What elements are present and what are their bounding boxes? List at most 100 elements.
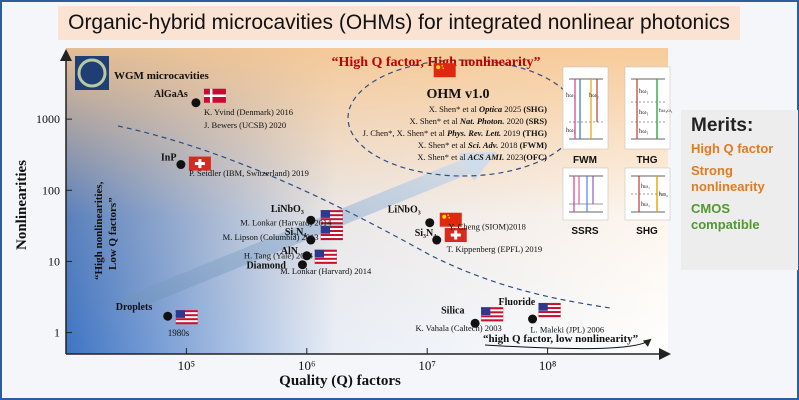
data-point-marker	[528, 314, 538, 324]
data-point: Si₃N₄	[285, 225, 343, 245]
data-point-marker	[176, 160, 186, 170]
dashed-boundary	[117, 125, 611, 309]
y-tick-label: 10	[48, 254, 60, 268]
thg-label: THG	[636, 155, 657, 166]
data-point: AlGaAs	[154, 88, 226, 108]
data-point-label: Si₃N₄	[415, 228, 437, 239]
x-ticks: 10⁵ 10⁶ 10⁷ 10⁸	[178, 348, 557, 373]
ohm-reference: X. Shen* et al Optica 2025 (SHG)	[429, 104, 547, 114]
data-point-label: AlGaAs	[154, 89, 188, 100]
x-tick-label: 10⁶	[298, 358, 316, 373]
wgm-label: WGM microcavities	[114, 70, 210, 82]
reference-annotation: T. Kippenberg (EPFL) 2019	[447, 244, 543, 254]
flag-ch-icon	[444, 228, 467, 243]
data-point: LiNbO₃	[388, 205, 462, 228]
reference-annotation: M. Lonkar (Harvard) 2014	[280, 266, 372, 276]
data-point: Si₃N₄	[415, 228, 467, 245]
banner-text: “High Q factor, High nonlinearity”	[331, 55, 540, 70]
reference-annotation: L. Maleki (JPL) 2006	[530, 325, 604, 335]
left-note-2: Low Q factors”	[107, 197, 119, 270]
data-point-marker	[432, 235, 442, 245]
bottom-note: “high Q factor, low nonlinearity”	[483, 333, 638, 345]
data-point-label: Droplets	[116, 302, 153, 313]
flag-us-icon	[538, 302, 561, 318]
annotations: K. Yvind (Denmark) 2016 J. Bewers (UCSB) …	[189, 107, 604, 335]
fwm-level-2: ħω₂	[589, 92, 599, 99]
shg-level-2: ħω₁	[641, 202, 650, 208]
data-point-label: Si₃N₄	[285, 227, 307, 238]
x-tick-label: 10⁵	[178, 358, 196, 373]
data-point-label: AlN	[281, 246, 299, 257]
fwm-level-3: ħω₁	[566, 127, 576, 134]
flag-us-icon	[320, 210, 343, 225]
data-point: AlN	[281, 246, 337, 264]
ohm-reference-list: X. Shen* et al Optica 2025 (SHG) X. Shen*…	[363, 104, 547, 162]
reference-annotation: K. Yvind (Denmark) 2016	[204, 107, 293, 117]
x-tick-label: 10⁷	[418, 358, 436, 373]
merits-heading: Merits:	[691, 115, 754, 136]
data-point-label: LiNbO₃	[271, 204, 304, 215]
data-points: Droplets 1980s AlGaAs InP LiNbO₃ Si₃N₄ AlN Diam…	[116, 63, 561, 338]
data-point-marker	[302, 251, 312, 261]
flag-us-icon	[320, 225, 343, 241]
ohm-label: OHM v1.0	[427, 87, 490, 102]
data-point-marker	[306, 235, 316, 245]
data-point: LiNbO₃	[271, 204, 343, 225]
bottom-note-arrow	[484, 338, 652, 350]
reference-annotation: M. Lonkar (Harvard) 2014	[240, 217, 332, 227]
reference-annotation: J. Bewers (UCSB) 2020	[204, 120, 286, 130]
thg-level-3: ħω₁	[639, 128, 649, 135]
shg-level-1: ħω₁	[641, 184, 650, 190]
flag-dk-icon	[203, 88, 226, 103]
data-point-marker	[425, 218, 435, 228]
reference-annotation: H. Tang (Yale) 2014	[244, 250, 314, 260]
shg-label: SHG	[636, 226, 658, 237]
data-point: Diamond	[246, 260, 307, 272]
ssrs-label: SSRS	[571, 226, 599, 237]
flag-us-icon	[480, 307, 504, 322]
data-point-marker	[191, 98, 201, 108]
data-point-label: Silica	[441, 305, 464, 316]
wgm-image	[75, 56, 109, 90]
merits-panel: Merits: High Q factor Strong nonlinearit…	[681, 110, 798, 270]
merit-cmos: CMOS compatible	[691, 201, 760, 232]
data-point-label: LiNbO₃	[388, 205, 421, 216]
flag-cn-icon	[433, 63, 456, 78]
data-point: Fluoride	[499, 297, 561, 324]
data-point-note: 1980s	[168, 328, 190, 338]
diagram-thg: ħω₁ ħω₁ ħω₁ ħω₃ω₁ THG	[624, 66, 673, 166]
data-point-marker	[297, 260, 307, 270]
data-point-marker	[163, 311, 173, 321]
flag-ch-icon	[188, 156, 211, 171]
diagram-shg: ħω₁ ħω₁ ħω₂ SHG	[624, 167, 671, 237]
flag-us-icon	[314, 249, 337, 264]
diagram-ssrs: SSRS	[562, 167, 609, 237]
thg-level-1: ħω₁	[639, 88, 649, 95]
flag-cn-icon	[439, 212, 462, 227]
data-point-marker	[470, 318, 480, 328]
ohm-reference: J. Chen*, X. Shen* et al Phys. Rev. Lett…	[363, 128, 547, 138]
flag-us-icon	[175, 310, 198, 325]
x-tick-label: 10⁸	[539, 358, 557, 373]
ohm-reference: X. Shen* et al ACS AMI. 2023(OFC)	[417, 152, 547, 162]
data-point-marker	[306, 215, 316, 225]
data-point	[433, 63, 456, 78]
slide-title: Organic-hybrid microcavities (OHMs) for …	[58, 6, 740, 40]
y-axis-title: Nonlinearities	[14, 160, 30, 250]
reference-annotation: Y. Cheng (SIOM)2018	[448, 222, 526, 232]
fwm-level-1: ħω₁	[566, 92, 576, 99]
left-note-1: “High nonlinearities,	[93, 181, 105, 280]
thg-level-4: ħω₃ω₁	[659, 108, 673, 114]
merit-high-q: High Q factor	[691, 141, 774, 156]
fwm-label: FWM	[573, 155, 597, 166]
y-ticks: 1 10 100 1000	[36, 112, 72, 340]
data-point-label: Diamond	[246, 261, 286, 272]
data-point-label: InP	[161, 153, 177, 164]
wgm-ring-icon	[77, 58, 107, 88]
reference-annotation: K. Vahala (Caltech) 2003	[416, 323, 502, 333]
ohm-reference: X. Shen* et al Sci. Adv. 2018 (FWM)	[418, 140, 547, 150]
data-point: Silica	[441, 305, 504, 328]
